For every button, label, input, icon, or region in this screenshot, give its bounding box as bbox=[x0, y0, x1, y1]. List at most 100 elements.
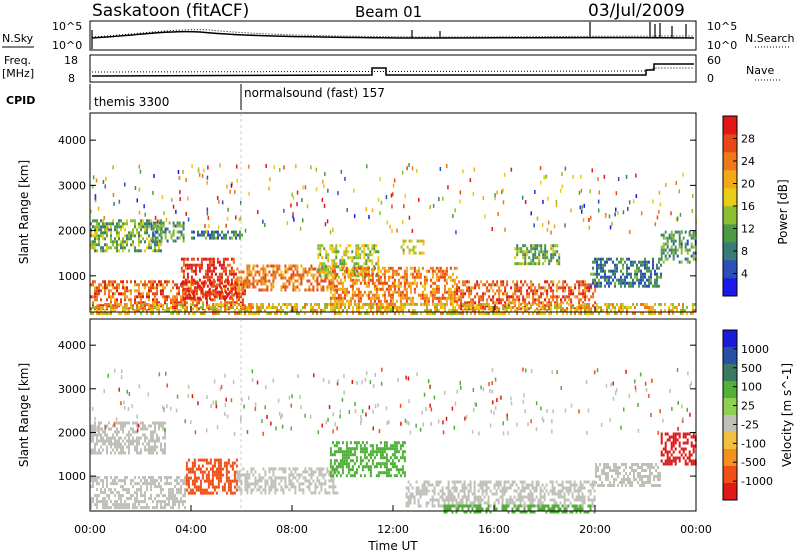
echo-cell bbox=[532, 301, 535, 305]
echo-cell bbox=[452, 312, 454, 315]
nsearch-trace bbox=[91, 29, 695, 38]
echo-cell bbox=[235, 479, 238, 483]
echo-cell bbox=[431, 275, 434, 279]
echo-cell bbox=[160, 479, 162, 483]
echo-cell bbox=[640, 272, 642, 276]
echo-cell bbox=[528, 250, 531, 254]
echo-cell bbox=[242, 473, 245, 477]
echo-cell bbox=[363, 444, 366, 448]
echo-cell bbox=[170, 233, 173, 237]
echo-cell bbox=[190, 290, 193, 294]
echo-cell bbox=[296, 285, 299, 289]
echo-cell bbox=[484, 283, 487, 287]
echo-cell bbox=[136, 301, 138, 305]
echo-cell bbox=[394, 312, 396, 315]
echo-cell bbox=[166, 476, 168, 480]
scatter-echo bbox=[561, 184, 563, 189]
echo-cell bbox=[172, 280, 174, 284]
echo-cell bbox=[336, 306, 338, 309]
echo-cell bbox=[262, 273, 265, 277]
echo-cell bbox=[343, 296, 346, 300]
echo-cell bbox=[124, 482, 126, 486]
echo-cell bbox=[650, 312, 652, 315]
echo-cell bbox=[300, 276, 303, 280]
echo-cell bbox=[454, 309, 456, 312]
echo-cell bbox=[302, 270, 305, 274]
echo-cell bbox=[110, 312, 112, 315]
echo-cell bbox=[335, 299, 338, 303]
echo-cell bbox=[407, 504, 410, 508]
echo-cell bbox=[236, 267, 239, 271]
echo-cell bbox=[419, 492, 422, 496]
echo-cell bbox=[202, 312, 204, 315]
echo-cell bbox=[397, 290, 400, 294]
echo-cell bbox=[668, 254, 671, 258]
echo-cell bbox=[516, 262, 519, 266]
scatter-echo bbox=[323, 203, 326, 208]
scatter-echo bbox=[536, 216, 539, 221]
echo-cell bbox=[598, 263, 600, 267]
echo-cell bbox=[367, 266, 370, 270]
echo-cell bbox=[207, 461, 210, 465]
echo-cell bbox=[363, 474, 366, 478]
echo-cell bbox=[451, 290, 454, 294]
echo-cell bbox=[558, 256, 561, 260]
echo-cell bbox=[191, 491, 194, 495]
echo-cell bbox=[188, 293, 191, 297]
echo-cell bbox=[160, 500, 162, 504]
echo-cell bbox=[428, 303, 430, 306]
echo-cell bbox=[180, 479, 182, 483]
echo-cell bbox=[168, 491, 170, 495]
echo-cell bbox=[122, 506, 124, 510]
echo-cell bbox=[570, 303, 572, 306]
echo-cell bbox=[184, 290, 187, 294]
echo-cell bbox=[248, 267, 251, 271]
echo-cell bbox=[476, 283, 479, 287]
echo-cell bbox=[482, 283, 485, 287]
echo-cell bbox=[602, 257, 604, 261]
echo-cell bbox=[328, 485, 331, 489]
echo-cell bbox=[286, 312, 288, 315]
echo-cell bbox=[642, 260, 644, 264]
echo-cell bbox=[264, 282, 267, 286]
echo-cell bbox=[620, 309, 622, 312]
echo-cell bbox=[128, 307, 130, 311]
echo-cell bbox=[156, 503, 158, 507]
echo-cell bbox=[154, 306, 156, 309]
echo-cell bbox=[152, 292, 154, 296]
echo-cell bbox=[193, 458, 196, 462]
echo-cell bbox=[294, 476, 297, 480]
echo-cell bbox=[355, 244, 358, 248]
scatter-echo bbox=[353, 188, 355, 193]
echo-cell bbox=[550, 280, 553, 284]
echo-cell bbox=[558, 262, 561, 266]
echo-cell bbox=[219, 464, 222, 468]
echo-cell bbox=[254, 279, 257, 283]
echo-cell bbox=[375, 296, 378, 300]
echo-cell bbox=[252, 264, 255, 268]
echo-cell bbox=[361, 266, 364, 270]
echo-cell bbox=[594, 278, 596, 282]
echo-cell bbox=[218, 260, 221, 264]
echo-cell bbox=[332, 479, 335, 483]
echo-cell bbox=[164, 494, 166, 498]
echo-cell bbox=[193, 470, 196, 474]
echo-cell bbox=[306, 273, 309, 277]
echo-cell bbox=[116, 482, 118, 486]
echo-cell bbox=[300, 264, 303, 268]
echo-cell bbox=[594, 286, 597, 290]
echo-cell bbox=[434, 306, 436, 309]
echo-cell bbox=[462, 283, 465, 287]
echo-cell bbox=[550, 309, 552, 312]
echo-cell bbox=[480, 303, 482, 306]
echo-cell bbox=[134, 246, 136, 250]
echo-cell bbox=[448, 312, 450, 315]
echo-cell bbox=[517, 498, 520, 502]
scatter-echo bbox=[579, 205, 581, 210]
echo-cell bbox=[327, 271, 330, 275]
echo-cell bbox=[130, 298, 132, 302]
echo-cell bbox=[588, 286, 591, 290]
echo-cell bbox=[310, 467, 313, 471]
echo-cell bbox=[304, 267, 307, 271]
echo-cell bbox=[280, 485, 283, 489]
